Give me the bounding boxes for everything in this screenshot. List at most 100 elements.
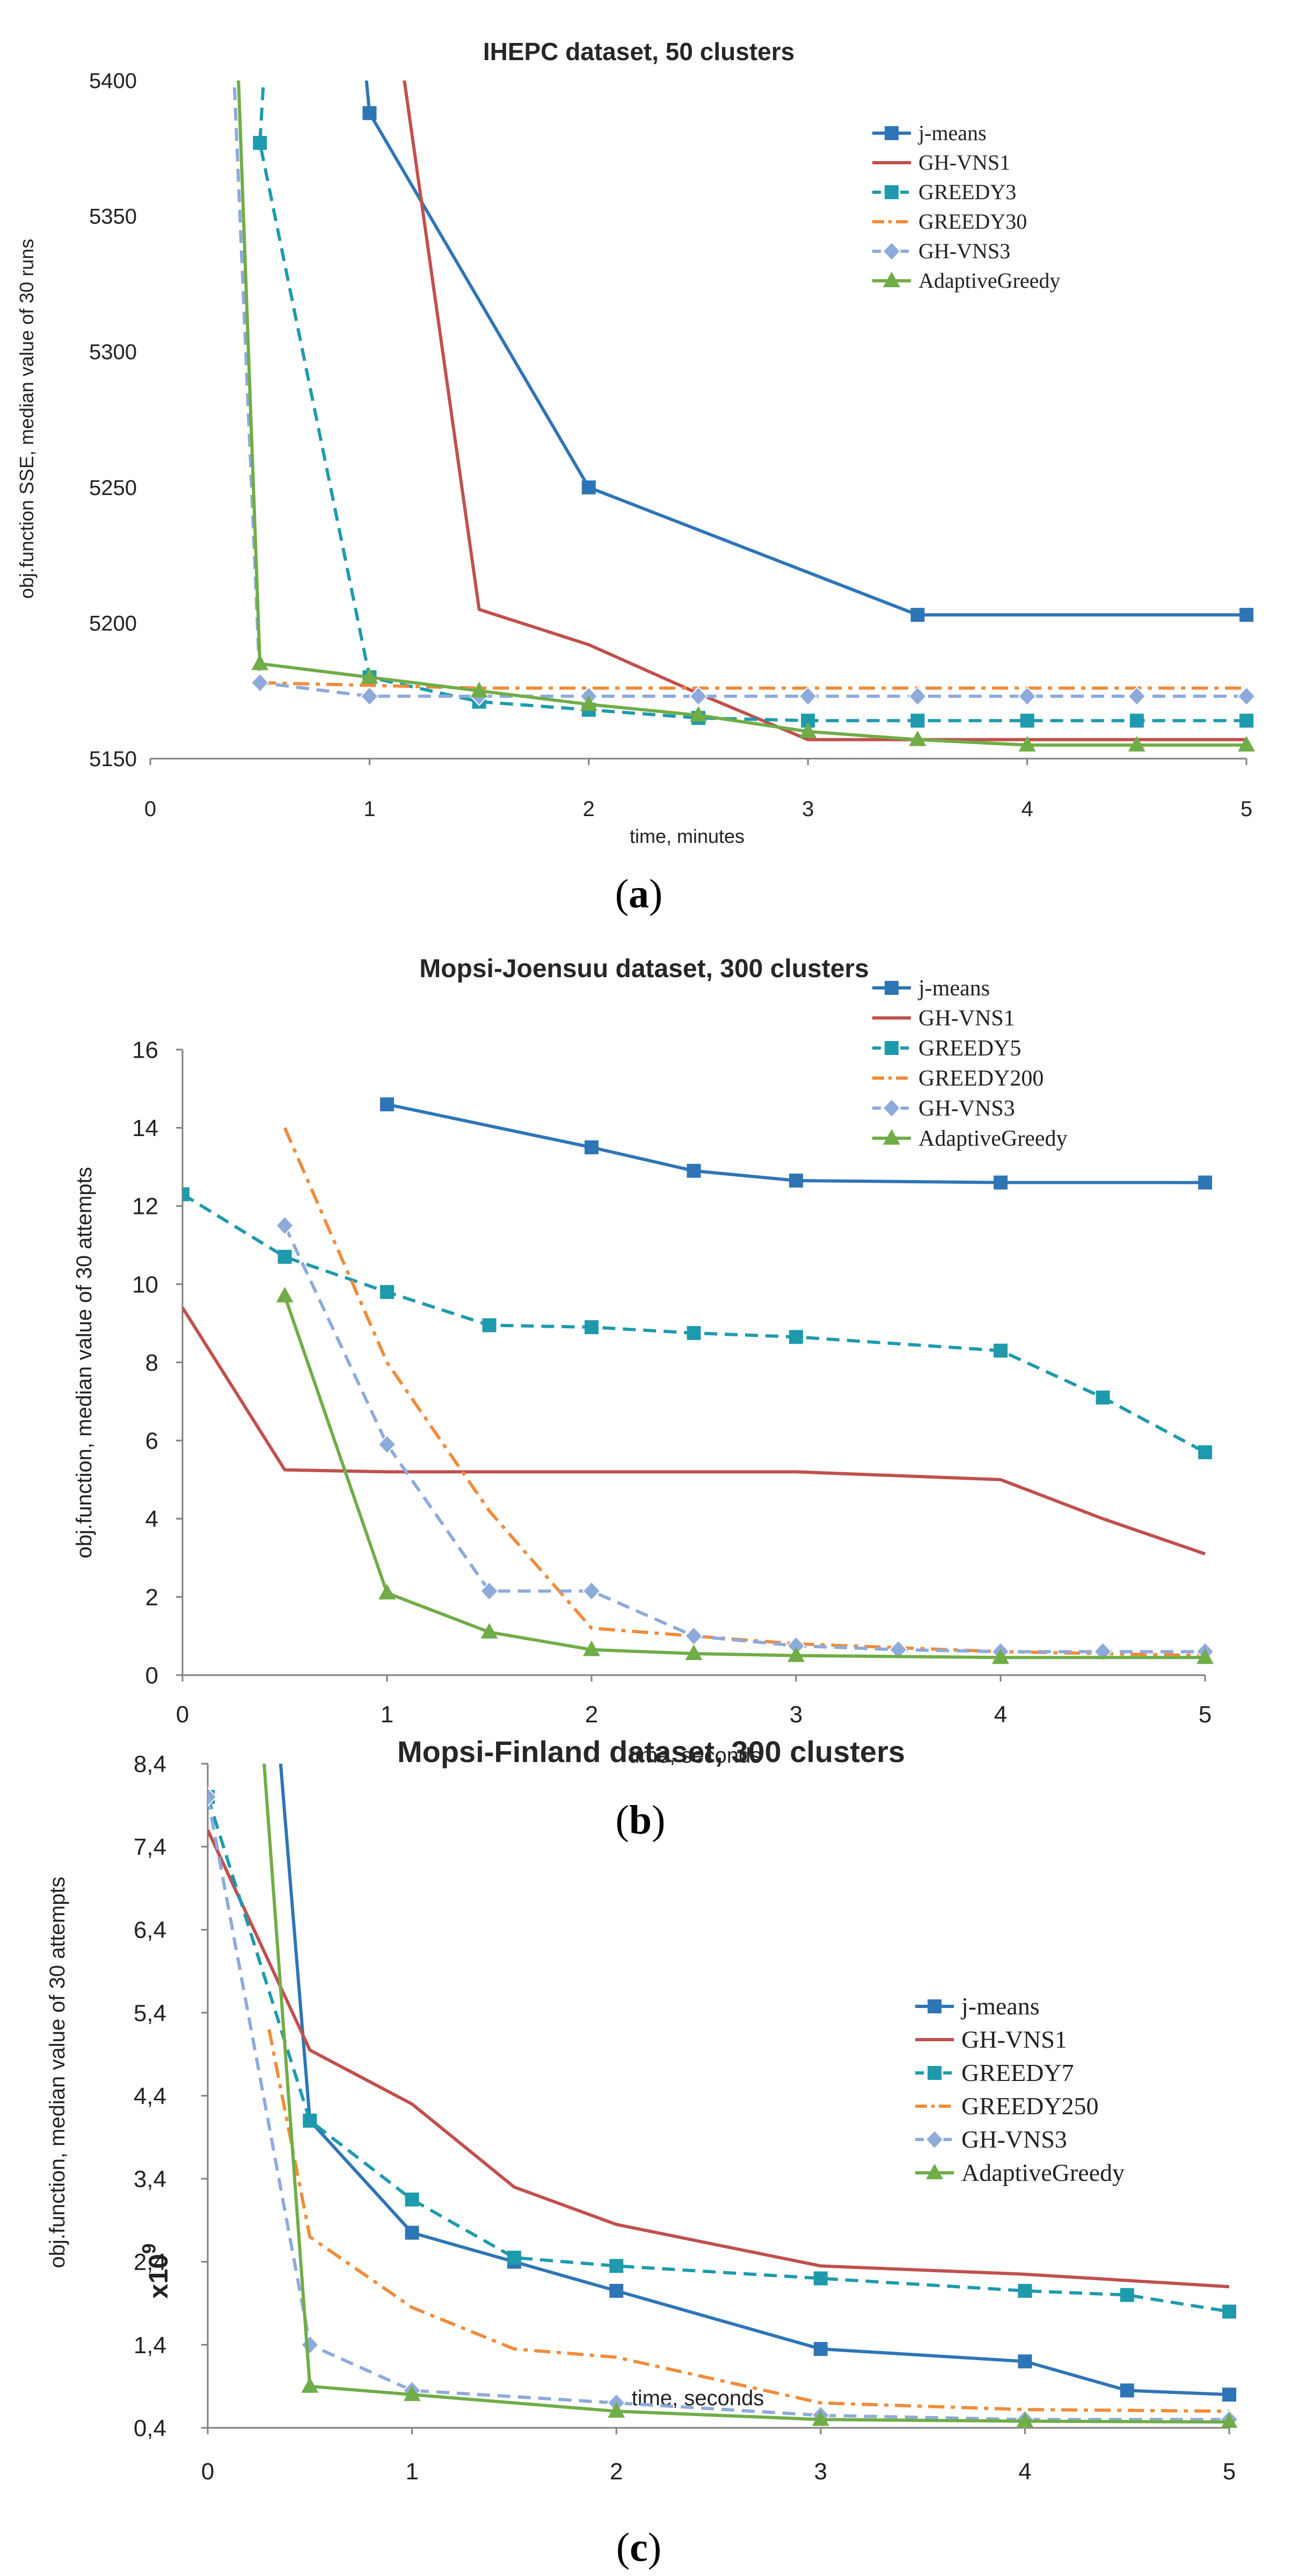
y-tick-label: 16 [132,1037,158,1063]
data-point [1120,2288,1134,2302]
data-point [1120,2383,1134,2398]
data-point [362,106,377,120]
legend-entry: AdaptiveGreedy [918,1126,1068,1151]
data-point [812,2410,829,2426]
y-axis-label: obj.function SSE, median value of 30 run… [16,239,38,599]
data-point [685,1644,703,1660]
chart-3: Mopsi-Finland dataset, 300 clusters 0 1 2 3 4… [46,1735,1239,2570]
data-point [183,1187,189,1202]
y-tick-label: 7,4 [134,1834,166,1860]
series-line-greedy7 [208,1796,1230,2313]
data-point [507,2251,521,2265]
legend-entry: j-means [917,976,990,1001]
y-tick-label: 5350 [89,205,137,229]
legend-entry: j-means [917,121,987,145]
multiplier-exponent: 9 [139,2244,160,2254]
data-point [250,673,269,693]
data-point [787,1646,805,1662]
data-point [300,2334,319,2355]
legend-marker [925,2129,944,2150]
legend-marker [885,185,899,199]
legend-marker [928,2066,942,2080]
data-point [1018,2283,1032,2298]
data-point [480,1622,498,1639]
series-line-j-means [279,1764,1230,2397]
data-point [1127,686,1147,707]
plot-area [183,1097,1215,1664]
data-point [789,1173,803,1188]
x-tick-label: 1 [405,2458,418,2485]
y-tick-label: 2,4 [134,2249,166,2275]
series-line-gh-vns1 [183,1306,1206,1556]
data-point [994,1343,1008,1358]
y-tick-label: 0,4 [134,2415,166,2441]
data-point [361,668,378,684]
legend-marker [928,1999,942,2013]
legend-entry: GH-VNS3 [918,1096,1015,1121]
legend-entry: GH-VNS1 [918,1006,1015,1031]
data-point [403,2385,421,2402]
data-point [1239,608,1253,622]
data-point [303,2113,317,2128]
data-point [582,1581,601,1601]
y-tick-label: 5250 [89,476,137,500]
panel-caption-letter: a [629,871,649,916]
legend: j-means GH-VNS1 GREEDY5 GREEDY200 GH-VNS3 Ada… [872,976,1068,1151]
data-point [580,695,597,711]
y-tick-label: 1,4 [134,2332,166,2359]
legend-marker [882,1098,901,1118]
data-point [799,722,817,738]
panel-caption: (b) [616,1798,666,1843]
multiplier-base: x10 [143,2254,173,2298]
series-line-j-means [364,81,1246,617]
series-line-greedy3 [258,81,1246,723]
legend-marker [883,272,900,287]
legend-entry: GH-VNS1 [918,150,1010,174]
data-point [482,1318,497,1333]
y-tick-label: 0 [145,1662,158,1689]
y-tick-label: 5200 [89,612,137,635]
data-point [1016,2412,1034,2428]
legend: j-means GH-VNS1 GREEDY7 GREEDY250 GH-VNS3 Ada… [915,1992,1125,2186]
data-point [687,1163,701,1178]
chart-title: Mopsi-Finland dataset, 300 clusters [397,1735,905,1769]
data-point [994,1175,1008,1190]
series-line-gh-vns1 [403,81,1246,741]
chart-1: IHEPC dataset, 50 clusters 0 1 2 3 4 5 5150 5200… [16,38,1256,916]
x-tick-label: 5 [1241,797,1252,821]
data-point [1237,686,1256,707]
x-tick-label: 3 [802,797,814,821]
data-point [1222,2304,1236,2319]
data-point [889,1640,908,1660]
legend-marker [883,1129,900,1145]
series-line-gh-vns3 [283,1225,1205,1654]
legend-entry: AdaptiveGreedy [918,268,1060,293]
series-line-greedy30 [260,681,1246,690]
data-point [689,686,708,707]
y-tick-label: 6 [145,1428,158,1454]
y-tick-label: 3,4 [134,2166,166,2193]
series-line-greedy250 [267,2029,1230,2413]
legend-entry: GH-VNS3 [961,2126,1067,2153]
series-line-adaptivegreedy [237,81,1246,747]
data-point [1018,736,1036,752]
series-line-greedy5 [183,1192,1206,1454]
data-point [1221,2413,1238,2428]
plot-area [232,81,1256,752]
series-line-gh-vns3 [232,81,1246,698]
x-tick-label: 2 [585,1701,598,1728]
y-axis-label: obj.function, median value of 30 attempt… [72,1167,96,1558]
data-point [253,136,267,150]
legend-entry: GREEDY5 [918,1036,1021,1061]
data-point [301,2377,319,2393]
data-point [405,2225,419,2240]
data-point [585,1320,599,1334]
series-line-gh-vns1 [208,1829,1230,2289]
data-point [992,1648,1009,1664]
data-point [687,1326,701,1340]
legend-entry: GREEDY7 [961,2059,1074,2086]
y-tick-label: 6,4 [134,1917,166,1944]
x-tick-label: 5 [1199,1701,1212,1728]
x-axis-label: time, seconds [632,2386,764,2410]
data-point [1222,2388,1236,2402]
